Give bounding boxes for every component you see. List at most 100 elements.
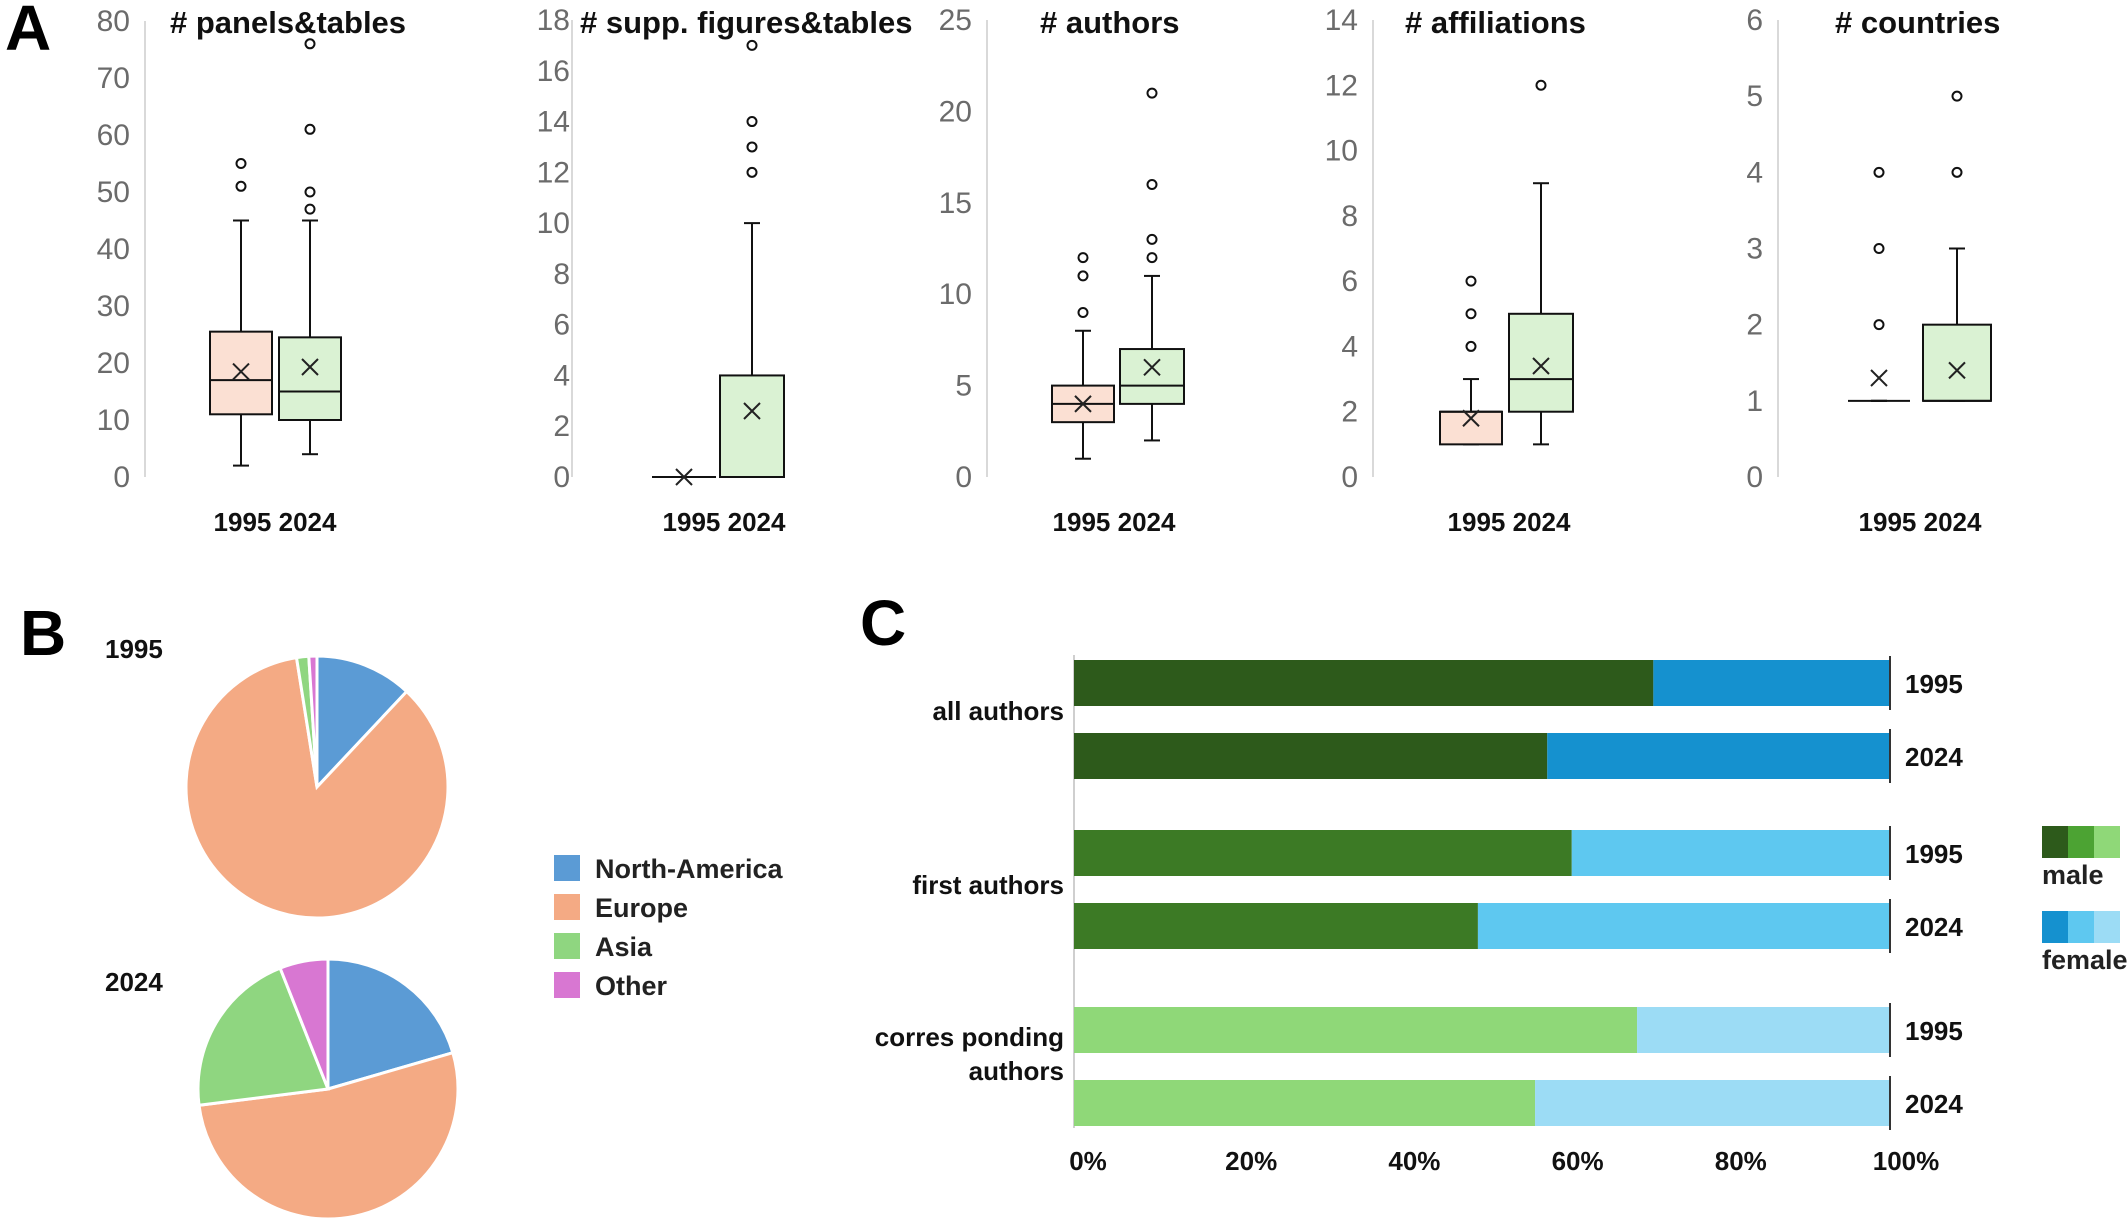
iqr-box bbox=[278, 336, 342, 422]
pie-year-label: 1995 bbox=[105, 634, 163, 664]
y-tick-label: 80 bbox=[97, 5, 130, 38]
y-tick-label: 0 bbox=[553, 461, 570, 494]
pie-slice-north-america bbox=[326, 957, 455, 1091]
y-tick-label: 4 bbox=[553, 359, 570, 392]
y-tick-label: 1 bbox=[1746, 385, 1763, 418]
legend-swatch bbox=[2068, 911, 2094, 943]
y-tick-label: 20 bbox=[939, 95, 972, 128]
boxplot-title: # affiliations bbox=[1405, 5, 1586, 40]
y-tick-label: 10 bbox=[1325, 135, 1358, 168]
group-label: all authors bbox=[933, 696, 1064, 726]
outlier-point bbox=[1873, 319, 1885, 331]
y-tick-label: 30 bbox=[97, 290, 130, 323]
y-tick-label: 0 bbox=[955, 461, 972, 494]
y-tick-label: 18 bbox=[537, 4, 570, 37]
pie-slice-north-america bbox=[315, 654, 409, 791]
box-1995 bbox=[1051, 252, 1115, 460]
category-labels: 1995 2024 bbox=[1448, 507, 1571, 537]
pie-slice-other bbox=[278, 957, 330, 1090]
iqr-box bbox=[1439, 410, 1503, 446]
bar-female-2024 bbox=[1535, 1080, 1890, 1126]
outlier-point bbox=[1465, 340, 1477, 352]
outlier-point bbox=[746, 166, 758, 178]
bar-year-label: 2024 bbox=[1905, 742, 1963, 772]
y-tick-label: 14 bbox=[1325, 4, 1358, 37]
iqr-box bbox=[209, 330, 273, 416]
panel-a-label: A bbox=[5, 0, 51, 64]
legend-swatch-asia bbox=[554, 933, 580, 959]
boxplot-2: 0 2 4 6 8 10 12 14 16 18 # supp. figures&tables 199… bbox=[537, 4, 913, 537]
box-2024 bbox=[1508, 79, 1574, 446]
category-labels: 1995 2024 bbox=[214, 507, 337, 537]
legend-label-asia: Asia bbox=[595, 932, 653, 962]
pie-2024: 2024 bbox=[105, 957, 460, 1221]
legend-swatch-north-america bbox=[554, 855, 580, 881]
y-tick-label: 0 bbox=[1341, 461, 1358, 494]
y-tick-label: 4 bbox=[1746, 156, 1763, 189]
boxplot-1: 0 10 20 30 40 50 60 70 80 # panels&tables 1995 202… bbox=[97, 5, 406, 537]
bar-year-label: 2024 bbox=[1905, 1089, 1963, 1119]
bar-group-1: all authors 1995 2024 bbox=[933, 656, 1963, 783]
bar-group-2: first authors 1995 2024 bbox=[912, 826, 1963, 953]
box-1995 bbox=[652, 468, 716, 486]
outlier-point bbox=[1146, 233, 1158, 245]
box-2024 bbox=[1119, 87, 1185, 442]
outlier-point bbox=[304, 38, 316, 50]
y-tick-label: 0 bbox=[1746, 461, 1763, 494]
bar-male-2024 bbox=[1074, 903, 1478, 949]
outlier-point bbox=[746, 116, 758, 128]
y-tick-label: 6 bbox=[553, 309, 570, 342]
category-labels: 1995 2024 bbox=[663, 507, 786, 537]
y-tick-label: 70 bbox=[97, 62, 130, 95]
y-tick-label: 2 bbox=[1341, 396, 1358, 429]
mean-marker bbox=[743, 402, 761, 420]
bar-year-label: 2024 bbox=[1905, 912, 1963, 942]
boxplot-3: 0 5 10 15 20 25 # authors 1995 2024 bbox=[939, 4, 1185, 537]
pie-slice-europe bbox=[197, 1050, 460, 1221]
y-tick-label: 25 bbox=[939, 4, 972, 37]
outlier-point bbox=[1873, 166, 1885, 178]
mean-marker bbox=[232, 362, 250, 381]
y-tick-label: 3 bbox=[1746, 233, 1763, 266]
legend-swatch-other bbox=[554, 972, 580, 998]
legend-male: male bbox=[2042, 826, 2120, 890]
boxplot-title: # supp. figures&tables bbox=[580, 5, 912, 40]
iqr-box bbox=[1922, 323, 1992, 402]
y-tick-label: 14 bbox=[537, 106, 570, 139]
y-tick-label: 0 bbox=[113, 461, 130, 494]
pie-legend: North-America Europe Asia Other bbox=[554, 854, 784, 1001]
mean-marker bbox=[301, 358, 319, 376]
boxplot-title: # authors bbox=[1040, 5, 1180, 40]
group-label: authors bbox=[969, 1056, 1064, 1086]
bar-year-label: 1995 bbox=[1905, 839, 1963, 869]
bar-female-1995 bbox=[1571, 830, 1890, 876]
boxplot-title: # countries bbox=[1835, 5, 2000, 40]
legend-label-other: Other bbox=[595, 971, 668, 1001]
bar-group-3: corres ponding authors 1995 2024 bbox=[875, 1003, 1963, 1130]
iqr-box bbox=[1508, 312, 1574, 413]
y-tick-label: 16 bbox=[537, 55, 570, 88]
x-tick-label: 80% bbox=[1715, 1146, 1767, 1176]
outlier-point bbox=[1465, 308, 1477, 320]
bar-female-2024 bbox=[1547, 733, 1890, 779]
y-tick-label: 40 bbox=[97, 233, 130, 266]
bar-year-label: 1995 bbox=[1905, 1016, 1963, 1046]
y-tick-label: 6 bbox=[1746, 4, 1763, 37]
y-tick-label: 5 bbox=[955, 370, 972, 403]
y-tick-label: 60 bbox=[97, 119, 130, 152]
y-tick-label: 15 bbox=[939, 187, 972, 220]
bar-female-2024 bbox=[1477, 903, 1890, 949]
box-2024 bbox=[1922, 90, 1992, 402]
box-1995 bbox=[1848, 166, 1910, 402]
x-tick-label: 40% bbox=[1388, 1146, 1440, 1176]
legend-label-europe: Europe bbox=[595, 893, 688, 923]
outlier-point bbox=[1146, 179, 1158, 191]
y-tick-label: 2 bbox=[1746, 309, 1763, 342]
outlier-point bbox=[1873, 243, 1885, 254]
box-2024 bbox=[278, 38, 342, 456]
outlier-point bbox=[304, 123, 316, 135]
pie-year-label: 2024 bbox=[105, 967, 163, 997]
x-tick-label: 20% bbox=[1225, 1146, 1277, 1176]
